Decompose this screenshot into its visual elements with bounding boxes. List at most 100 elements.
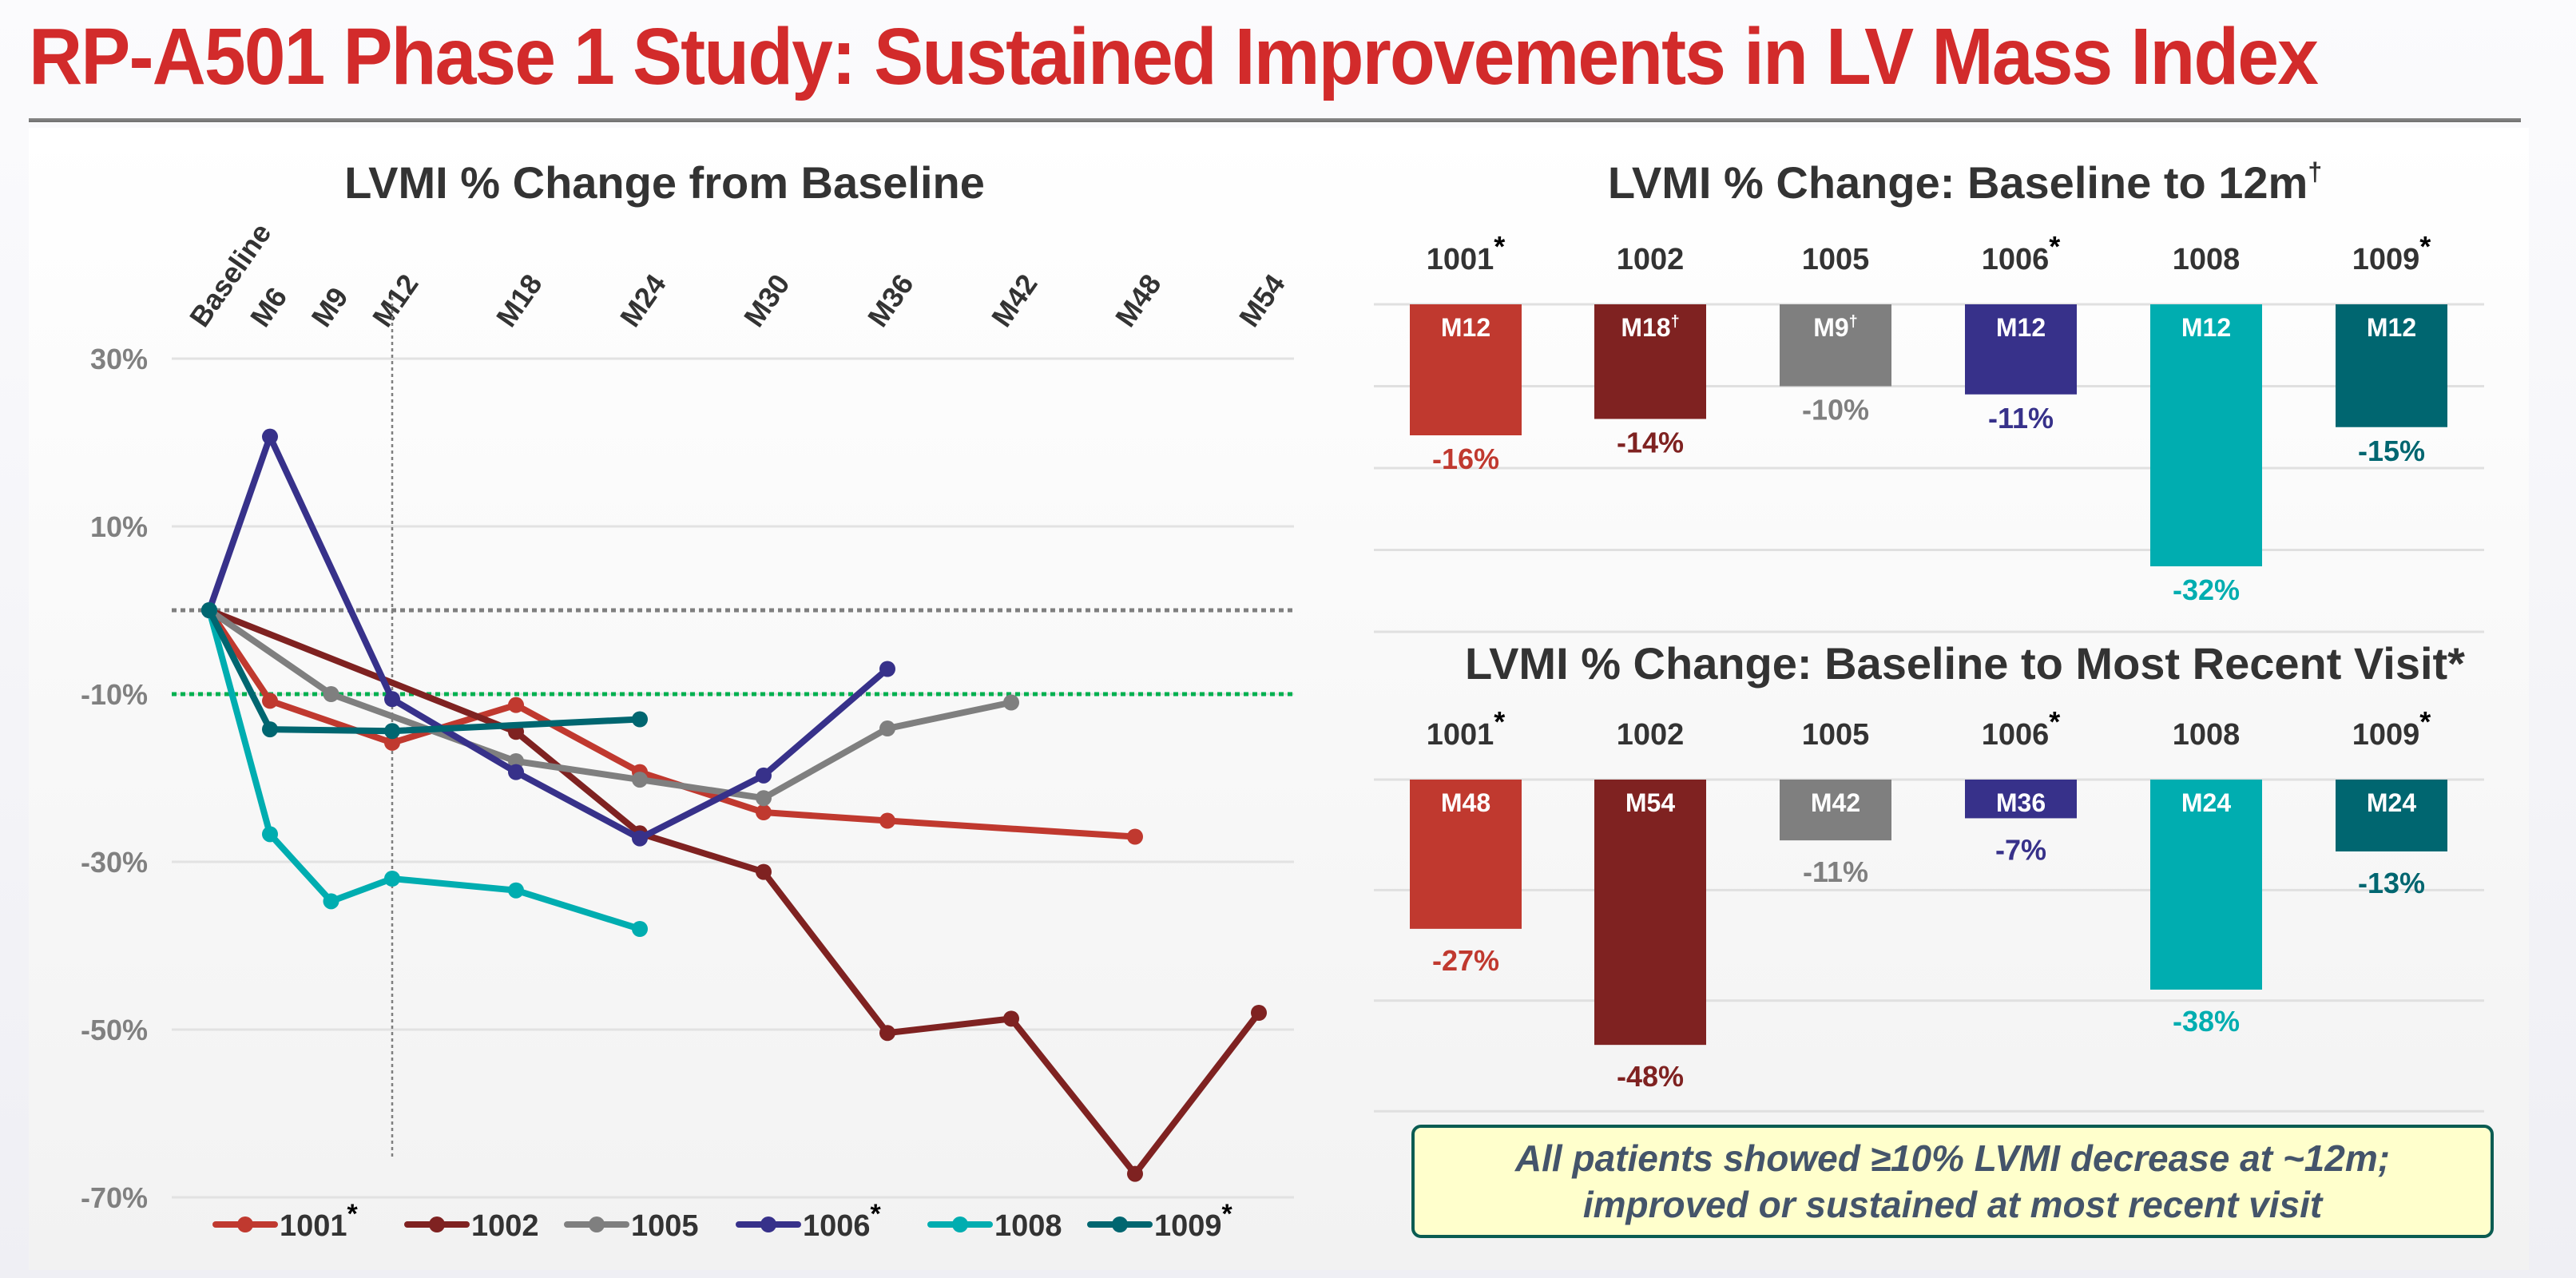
data-point-1008 bbox=[323, 893, 339, 910]
category-label: 1008 bbox=[2173, 718, 2241, 752]
data-point-1006 bbox=[632, 830, 648, 847]
data-point-1005 bbox=[879, 720, 895, 737]
legend-label-note: * bbox=[871, 1199, 882, 1229]
series-1008 bbox=[201, 602, 648, 937]
legend-item-1002: 1002 bbox=[404, 1209, 539, 1243]
series-line-1006 bbox=[206, 433, 890, 842]
y-tick-label: -70% bbox=[81, 1181, 148, 1214]
category-label-text: 1006 bbox=[1982, 243, 2050, 276]
y-tick-label: 30% bbox=[90, 343, 148, 375]
page-title: RP-A501 Phase 1 Study: Sustained Improve… bbox=[29, 12, 2319, 101]
category-label: 1005 bbox=[1802, 718, 1870, 752]
bar-visit-label-text: M24 bbox=[2367, 788, 2416, 817]
series-line-1002 bbox=[208, 607, 1262, 1177]
data-point-1005 bbox=[756, 790, 772, 807]
legend-label: 1006* bbox=[803, 1199, 882, 1243]
category-label-text: 1001 bbox=[1427, 718, 1494, 752]
y-tick-label: -30% bbox=[81, 846, 148, 879]
bar-visit-label-text: M54 bbox=[1625, 788, 1675, 817]
bar-visit-label-text: M9 bbox=[1813, 313, 1848, 342]
bar-visit-label: M9† bbox=[1813, 313, 1858, 342]
legend-label: 1008 bbox=[994, 1209, 1062, 1243]
series-line-1009 bbox=[206, 609, 641, 735]
legend-item-1001: 1001* bbox=[212, 1199, 359, 1243]
legend-label: 1009* bbox=[1154, 1199, 1233, 1243]
bar-value-label: -10% bbox=[1802, 394, 1869, 427]
data-point-1009 bbox=[632, 711, 648, 728]
bar-value-label: -27% bbox=[1432, 944, 1499, 977]
legend-label-text: 1008 bbox=[994, 1209, 1062, 1243]
data-point-1002 bbox=[1251, 1005, 1267, 1021]
bar-visit-label: M18† bbox=[1621, 313, 1679, 342]
category-label: 1008 bbox=[2173, 243, 2241, 276]
bar-1001 bbox=[1410, 780, 1522, 929]
bar-1009 bbox=[2336, 304, 2447, 427]
data-point-1006 bbox=[508, 764, 524, 780]
data-point-1006 bbox=[756, 767, 772, 784]
x-tick-label: M42 bbox=[985, 268, 1044, 333]
category-label-text: 1009 bbox=[2352, 243, 2420, 276]
bar-visit-label-text: M12 bbox=[2367, 313, 2416, 342]
bar-visit-label: M36 bbox=[1996, 788, 2046, 817]
legend-swatch-marker bbox=[237, 1216, 253, 1232]
x-tick-label: M9 bbox=[304, 281, 354, 332]
bar-1006 bbox=[1965, 780, 2077, 819]
data-point-1006 bbox=[384, 691, 400, 708]
category-label: 1001* bbox=[1427, 230, 1506, 276]
data-point-1005 bbox=[1003, 694, 1019, 711]
line-chart-series bbox=[201, 428, 1267, 1182]
series-1006 bbox=[201, 428, 895, 847]
callout-line-2: improved or sustained at most recent vis… bbox=[1582, 1184, 2323, 1225]
category-label: 1009* bbox=[2352, 230, 2431, 276]
bar-visit-label-text: M12 bbox=[1996, 313, 2046, 342]
y-tick-label: -50% bbox=[81, 1014, 148, 1046]
data-point-1005 bbox=[632, 772, 648, 788]
category-label-note: * bbox=[2049, 705, 2060, 738]
bar-visit-label-text: M24 bbox=[2181, 788, 2231, 817]
x-tick-label: M6 bbox=[244, 281, 293, 332]
bar-chart-12m-title: LVMI % Change: Baseline to 12m† bbox=[1608, 157, 2322, 208]
bar-visit-label: M12 bbox=[1441, 313, 1490, 342]
category-label: 1002 bbox=[1617, 718, 1685, 752]
summary-callout: All patients showed ≥10% LVMI decrease a… bbox=[1411, 1125, 2494, 1238]
content-panel bbox=[29, 128, 2529, 1270]
bar-value-label: -11% bbox=[1803, 855, 1868, 888]
bar-visit-label-text: M12 bbox=[2181, 313, 2231, 342]
bar-1002 bbox=[1594, 780, 1706, 1046]
legend-item-1006: 1006* bbox=[736, 1199, 882, 1243]
legend-swatch-marker bbox=[760, 1216, 776, 1232]
category-label: 1006* bbox=[1982, 230, 2061, 276]
legend-label-note: * bbox=[347, 1199, 359, 1229]
series-line-1008 bbox=[206, 609, 641, 932]
x-tick-label: M18 bbox=[490, 268, 549, 333]
bar-visit-label: M24 bbox=[2367, 788, 2416, 817]
data-point-1002 bbox=[756, 863, 772, 880]
legend-label-text: 1006 bbox=[803, 1209, 871, 1243]
category-label-text: 1009 bbox=[2352, 718, 2420, 752]
data-point-1002 bbox=[1003, 1010, 1019, 1027]
x-tick-label: M36 bbox=[861, 268, 920, 333]
bar-value-label: -15% bbox=[2358, 435, 2425, 467]
data-point-1001 bbox=[508, 697, 524, 713]
data-point-1009 bbox=[384, 723, 400, 740]
data-point-1008 bbox=[508, 882, 524, 899]
bar-visit-label: M42 bbox=[1811, 788, 1860, 817]
data-point-1008 bbox=[632, 921, 648, 937]
bar-value-label: -32% bbox=[2173, 574, 2240, 606]
bar-visit-label: M12 bbox=[2181, 313, 2231, 342]
legend-label: 1002 bbox=[471, 1209, 539, 1243]
bar-visit-label-text: M18 bbox=[1621, 313, 1670, 342]
legend-item-1005: 1005 bbox=[564, 1209, 699, 1243]
category-label-text: 1005 bbox=[1802, 243, 1870, 276]
category-label-note: * bbox=[1494, 230, 1505, 263]
bar-1005 bbox=[1780, 780, 1891, 841]
x-tick-label: M48 bbox=[1109, 268, 1168, 333]
data-point-1006 bbox=[262, 428, 278, 445]
bar-chart-12m: LVMI % Change: Baseline to 12m† 1001* M12… bbox=[1374, 157, 2484, 633]
data-point-1006 bbox=[879, 661, 895, 677]
line-chart-legend: 1001* 1002 1005 1006* 1008 1009* bbox=[212, 1199, 1233, 1243]
legend-label-text: 1001 bbox=[280, 1209, 347, 1243]
category-label: 1009* bbox=[2352, 705, 2431, 752]
data-point-1001 bbox=[384, 734, 400, 751]
data-point-1001 bbox=[262, 693, 278, 709]
